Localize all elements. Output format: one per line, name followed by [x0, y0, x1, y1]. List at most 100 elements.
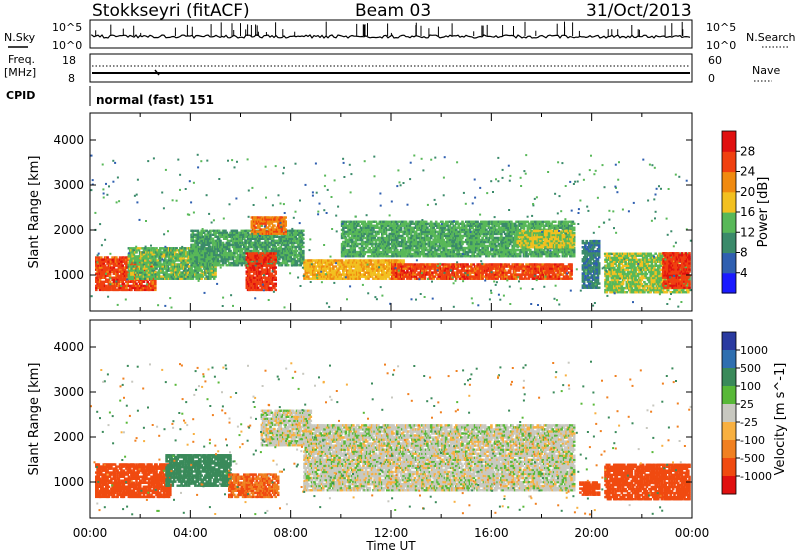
- echo-cell: [221, 264, 225, 267]
- echo-cell: [255, 284, 259, 288]
- echo-cell: [254, 232, 257, 235]
- echo-cell: [279, 232, 282, 235]
- echo-cell: [127, 269, 131, 272]
- echo-cell: [305, 277, 309, 280]
- echo-cell: [228, 247, 231, 251]
- echo-cell: [283, 251, 286, 255]
- echo-cell: [261, 249, 265, 253]
- echo-cell: [260, 247, 264, 251]
- echo-cell: [152, 253, 156, 256]
- echo-cell: [290, 241, 294, 245]
- echo-cell: [248, 241, 251, 245]
- echo-cell: [141, 257, 144, 260]
- echo-cell: [285, 261, 289, 265]
- echo-cell: [179, 255, 182, 258]
- echo-cell: [463, 277, 467, 280]
- echo-cell: [151, 282, 155, 285]
- echo-cell: [259, 288, 262, 292]
- echo-cell: [261, 256, 265, 259]
- echo-cell: [120, 274, 123, 277]
- echo-cell: [260, 286, 264, 290]
- echo-cell: [204, 233, 207, 236]
- echo-cell: [125, 280, 128, 283]
- echo-cell: [274, 258, 277, 261]
- echo-cell: [131, 286, 134, 290]
- echo-cell: [217, 261, 221, 265]
- echo-cell: [379, 228, 383, 232]
- echo-cell: [406, 277, 409, 280]
- echo-cell: [298, 237, 301, 240]
- echo-cell: [181, 273, 185, 276]
- echo-cell: [260, 237, 264, 240]
- echo-cell: [266, 249, 270, 253]
- echo-cell: [264, 268, 267, 271]
- echo-cell: [209, 277, 212, 280]
- echo-cell: [146, 280, 149, 283]
- echo-cell: [290, 253, 294, 257]
- echo-cell: [122, 282, 126, 285]
- echo-cell: [169, 277, 172, 280]
- echo-cell: [384, 277, 388, 280]
- echo-cell: [211, 243, 215, 247]
- echo-cell: [195, 233, 198, 236]
- echo-cell: [132, 253, 136, 256]
- echo-cell: [184, 261, 187, 264]
- echo-cell: [125, 272, 128, 275]
- echo-cell: [364, 246, 368, 250]
- echo-cell: [110, 262, 113, 265]
- echo-cell: [302, 233, 305, 236]
- echo-cell: [217, 249, 221, 253]
- echo-cell: [253, 266, 256, 269]
- echo-cell: [300, 231, 304, 234]
- echo-cell: [186, 269, 190, 272]
- echo-cell: [211, 239, 215, 243]
- echo-cell: [295, 259, 299, 263]
- echo-cell: [266, 268, 270, 271]
- echo-cell: [137, 263, 141, 266]
- echo-cell: [224, 261, 227, 265]
- echo-cell: [229, 235, 232, 238]
- echo-cell: [125, 258, 128, 261]
- echo-cell: [214, 275, 217, 278]
- echo-cell: [217, 229, 221, 232]
- echo-cell: [225, 241, 229, 245]
- cpid-label: CPID: [6, 89, 35, 102]
- echo-cell: [108, 274, 112, 277]
- echo-cell: [125, 288, 128, 292]
- echo-cell: [274, 276, 277, 279]
- echo-cell: [354, 255, 358, 258]
- echo-cell: [128, 286, 132, 290]
- echo-cell: [95, 278, 98, 281]
- echo-cell: [283, 235, 286, 238]
- echo-cell: [214, 247, 217, 251]
- echo-cell: [266, 237, 270, 240]
- echo-cell: [209, 233, 212, 236]
- echo-cell: [240, 249, 244, 253]
- echo-cell: [169, 273, 172, 276]
- echo-cell: [261, 260, 265, 263]
- echo-cell: [195, 273, 198, 276]
- echo-cell: [234, 249, 237, 253]
- echo-cell: [481, 277, 484, 280]
- echo-cell: [256, 249, 260, 253]
- echo-cell: [295, 264, 299, 267]
- echo-cell: [205, 275, 208, 278]
- echo-cell: [212, 229, 216, 232]
- echo-cell: [256, 235, 260, 238]
- echo-cell: [160, 257, 163, 260]
- echo-cell: [261, 264, 265, 267]
- echo-cell: [97, 256, 101, 259]
- echo-cell: [202, 243, 206, 247]
- echo-cell: [191, 235, 195, 238]
- echo-cell: [190, 265, 193, 268]
- echo-cell: [192, 271, 196, 274]
- echo-cell: [240, 259, 244, 263]
- echo-cell: [106, 274, 109, 277]
- echo-cell: [209, 239, 212, 243]
- echo-cell: [260, 288, 264, 292]
- nave-bottom-tick: 0: [708, 72, 715, 85]
- echo-cell: [103, 260, 107, 263]
- echo-cell: [186, 261, 190, 264]
- echo-cell: [161, 269, 165, 272]
- echo-cell: [567, 277, 571, 280]
